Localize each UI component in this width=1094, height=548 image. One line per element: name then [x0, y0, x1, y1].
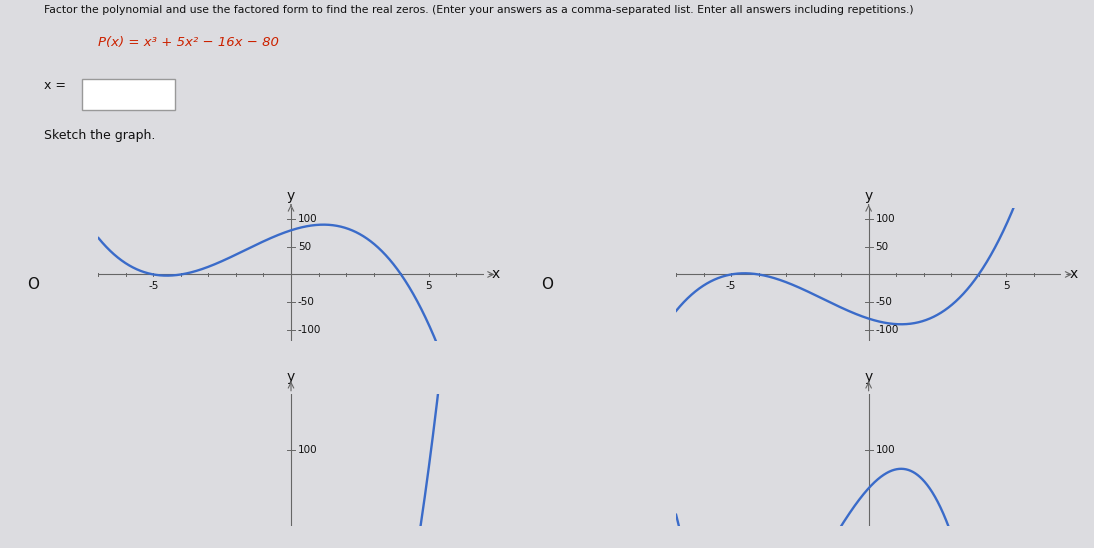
Text: 5: 5	[1003, 281, 1010, 291]
Text: 100: 100	[298, 446, 317, 455]
Text: x: x	[1070, 267, 1078, 282]
Text: 100: 100	[298, 214, 317, 224]
Text: 50: 50	[875, 242, 888, 252]
Text: 50: 50	[298, 242, 311, 252]
Text: 100: 100	[875, 446, 895, 455]
Text: 5: 5	[426, 281, 432, 291]
Text: -100: -100	[875, 324, 899, 335]
Text: O: O	[27, 277, 38, 293]
Text: x: x	[492, 267, 500, 282]
Text: -5: -5	[726, 281, 736, 291]
Text: x =: x =	[44, 79, 66, 93]
Text: y: y	[287, 370, 295, 384]
Text: -5: -5	[149, 281, 159, 291]
Text: Factor the polynomial and use the factored form to find the real zeros. (Enter y: Factor the polynomial and use the factor…	[44, 5, 913, 15]
Text: P(x) = x³ + 5x² − 16x − 80: P(x) = x³ + 5x² − 16x − 80	[98, 36, 279, 49]
Text: y: y	[864, 189, 873, 203]
Text: y: y	[864, 370, 873, 384]
Text: Sketch the graph.: Sketch the graph.	[44, 129, 155, 142]
Text: y: y	[287, 189, 295, 203]
Text: -50: -50	[298, 297, 315, 307]
Text: O: O	[542, 277, 552, 293]
Text: -100: -100	[298, 324, 322, 335]
Text: 100: 100	[875, 214, 895, 224]
Text: -50: -50	[875, 297, 893, 307]
